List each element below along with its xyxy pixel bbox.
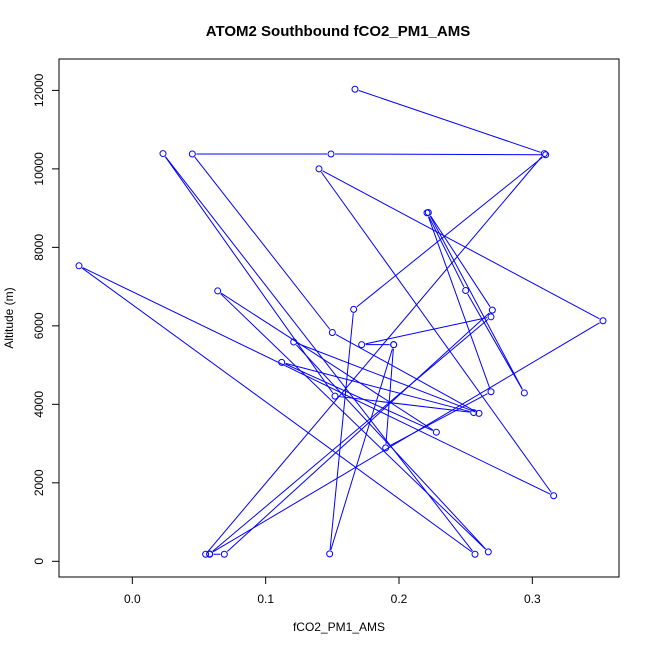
data-point — [487, 313, 495, 321]
x-axis: 0.0 0.1 0.2 0.3 — [124, 576, 541, 606]
data-point — [432, 428, 440, 436]
series-segment — [335, 334, 476, 412]
y-tick-label: 6000 — [32, 312, 46, 339]
series-layer — [75, 85, 607, 558]
data-point — [328, 329, 336, 337]
y-axis-label: Altitude (m) — [2, 287, 16, 348]
series-segment — [356, 156, 543, 308]
series-segment — [334, 153, 542, 156]
data-point — [159, 150, 167, 158]
y-tick-label: 8000 — [32, 234, 46, 261]
data-point — [484, 548, 492, 556]
x-tick-label: 0.2 — [391, 592, 408, 606]
series-segment — [427, 216, 491, 389]
series-segment — [338, 396, 470, 413]
series-segment — [430, 215, 491, 308]
x-tick-label: 0.1 — [257, 592, 274, 606]
series-segment — [82, 267, 551, 495]
data-point — [327, 150, 335, 158]
y-axis: 0 2000 4000 6000 8000 10000 12000 — [32, 73, 60, 565]
data-point — [470, 409, 478, 417]
data-point — [214, 287, 222, 295]
data-point — [390, 341, 398, 349]
series-segment — [297, 342, 476, 413]
data-point — [351, 85, 359, 93]
data-point — [358, 341, 366, 349]
data-point — [520, 389, 528, 397]
x-axis-label: fCO2_PM1_AMS — [293, 620, 385, 634]
data-point — [331, 392, 339, 400]
x-tick-label: 0.3 — [524, 592, 541, 606]
data-point — [599, 317, 607, 325]
series-segment — [429, 215, 523, 390]
series-segment — [285, 362, 470, 413]
y-tick-label: 10000 — [32, 152, 46, 186]
data-point — [540, 150, 548, 158]
data-point — [188, 150, 196, 158]
series-segment — [285, 363, 433, 432]
y-tick-label: 2000 — [32, 469, 46, 496]
series-segment — [385, 348, 394, 444]
data-point — [487, 388, 495, 396]
data-point — [382, 444, 390, 452]
data-point — [350, 305, 358, 313]
plot-frame — [58, 58, 620, 578]
data-point — [471, 550, 479, 558]
data-point — [278, 358, 286, 366]
data-point — [326, 550, 334, 558]
data-point — [488, 306, 496, 314]
series-segment — [330, 348, 393, 551]
data-point — [202, 550, 210, 558]
data-point — [462, 287, 470, 295]
data-point — [550, 492, 558, 500]
data-point — [423, 209, 431, 217]
series-segment — [165, 156, 473, 552]
data-point — [75, 262, 83, 270]
series-segment — [428, 216, 465, 288]
data-point — [220, 550, 228, 558]
series-segment — [81, 267, 473, 553]
series-segment — [320, 171, 552, 493]
y-tick-label: 0 — [32, 558, 46, 565]
series-segment — [212, 322, 600, 553]
series-segment — [207, 156, 543, 552]
chart-title: ATOM2 Southbound fCO2_PM1_AMS — [206, 23, 470, 40]
data-point — [290, 338, 298, 346]
series-segment — [212, 319, 489, 552]
series-segment — [164, 156, 334, 394]
series-segment — [220, 292, 434, 431]
x-tick-label: 0.0 — [124, 592, 141, 606]
series-segment — [358, 90, 541, 153]
data-point — [315, 165, 323, 173]
data-point — [206, 550, 214, 558]
series-segment — [194, 156, 331, 330]
series-segment — [322, 170, 600, 320]
series-segment — [365, 317, 488, 345]
series-segment — [329, 313, 354, 550]
data-point — [475, 409, 483, 417]
y-tick-label: 4000 — [32, 391, 46, 418]
data-point — [542, 151, 550, 159]
series-segment — [220, 293, 486, 550]
y-tick-label: 12000 — [32, 73, 46, 107]
series-segment — [226, 312, 490, 552]
